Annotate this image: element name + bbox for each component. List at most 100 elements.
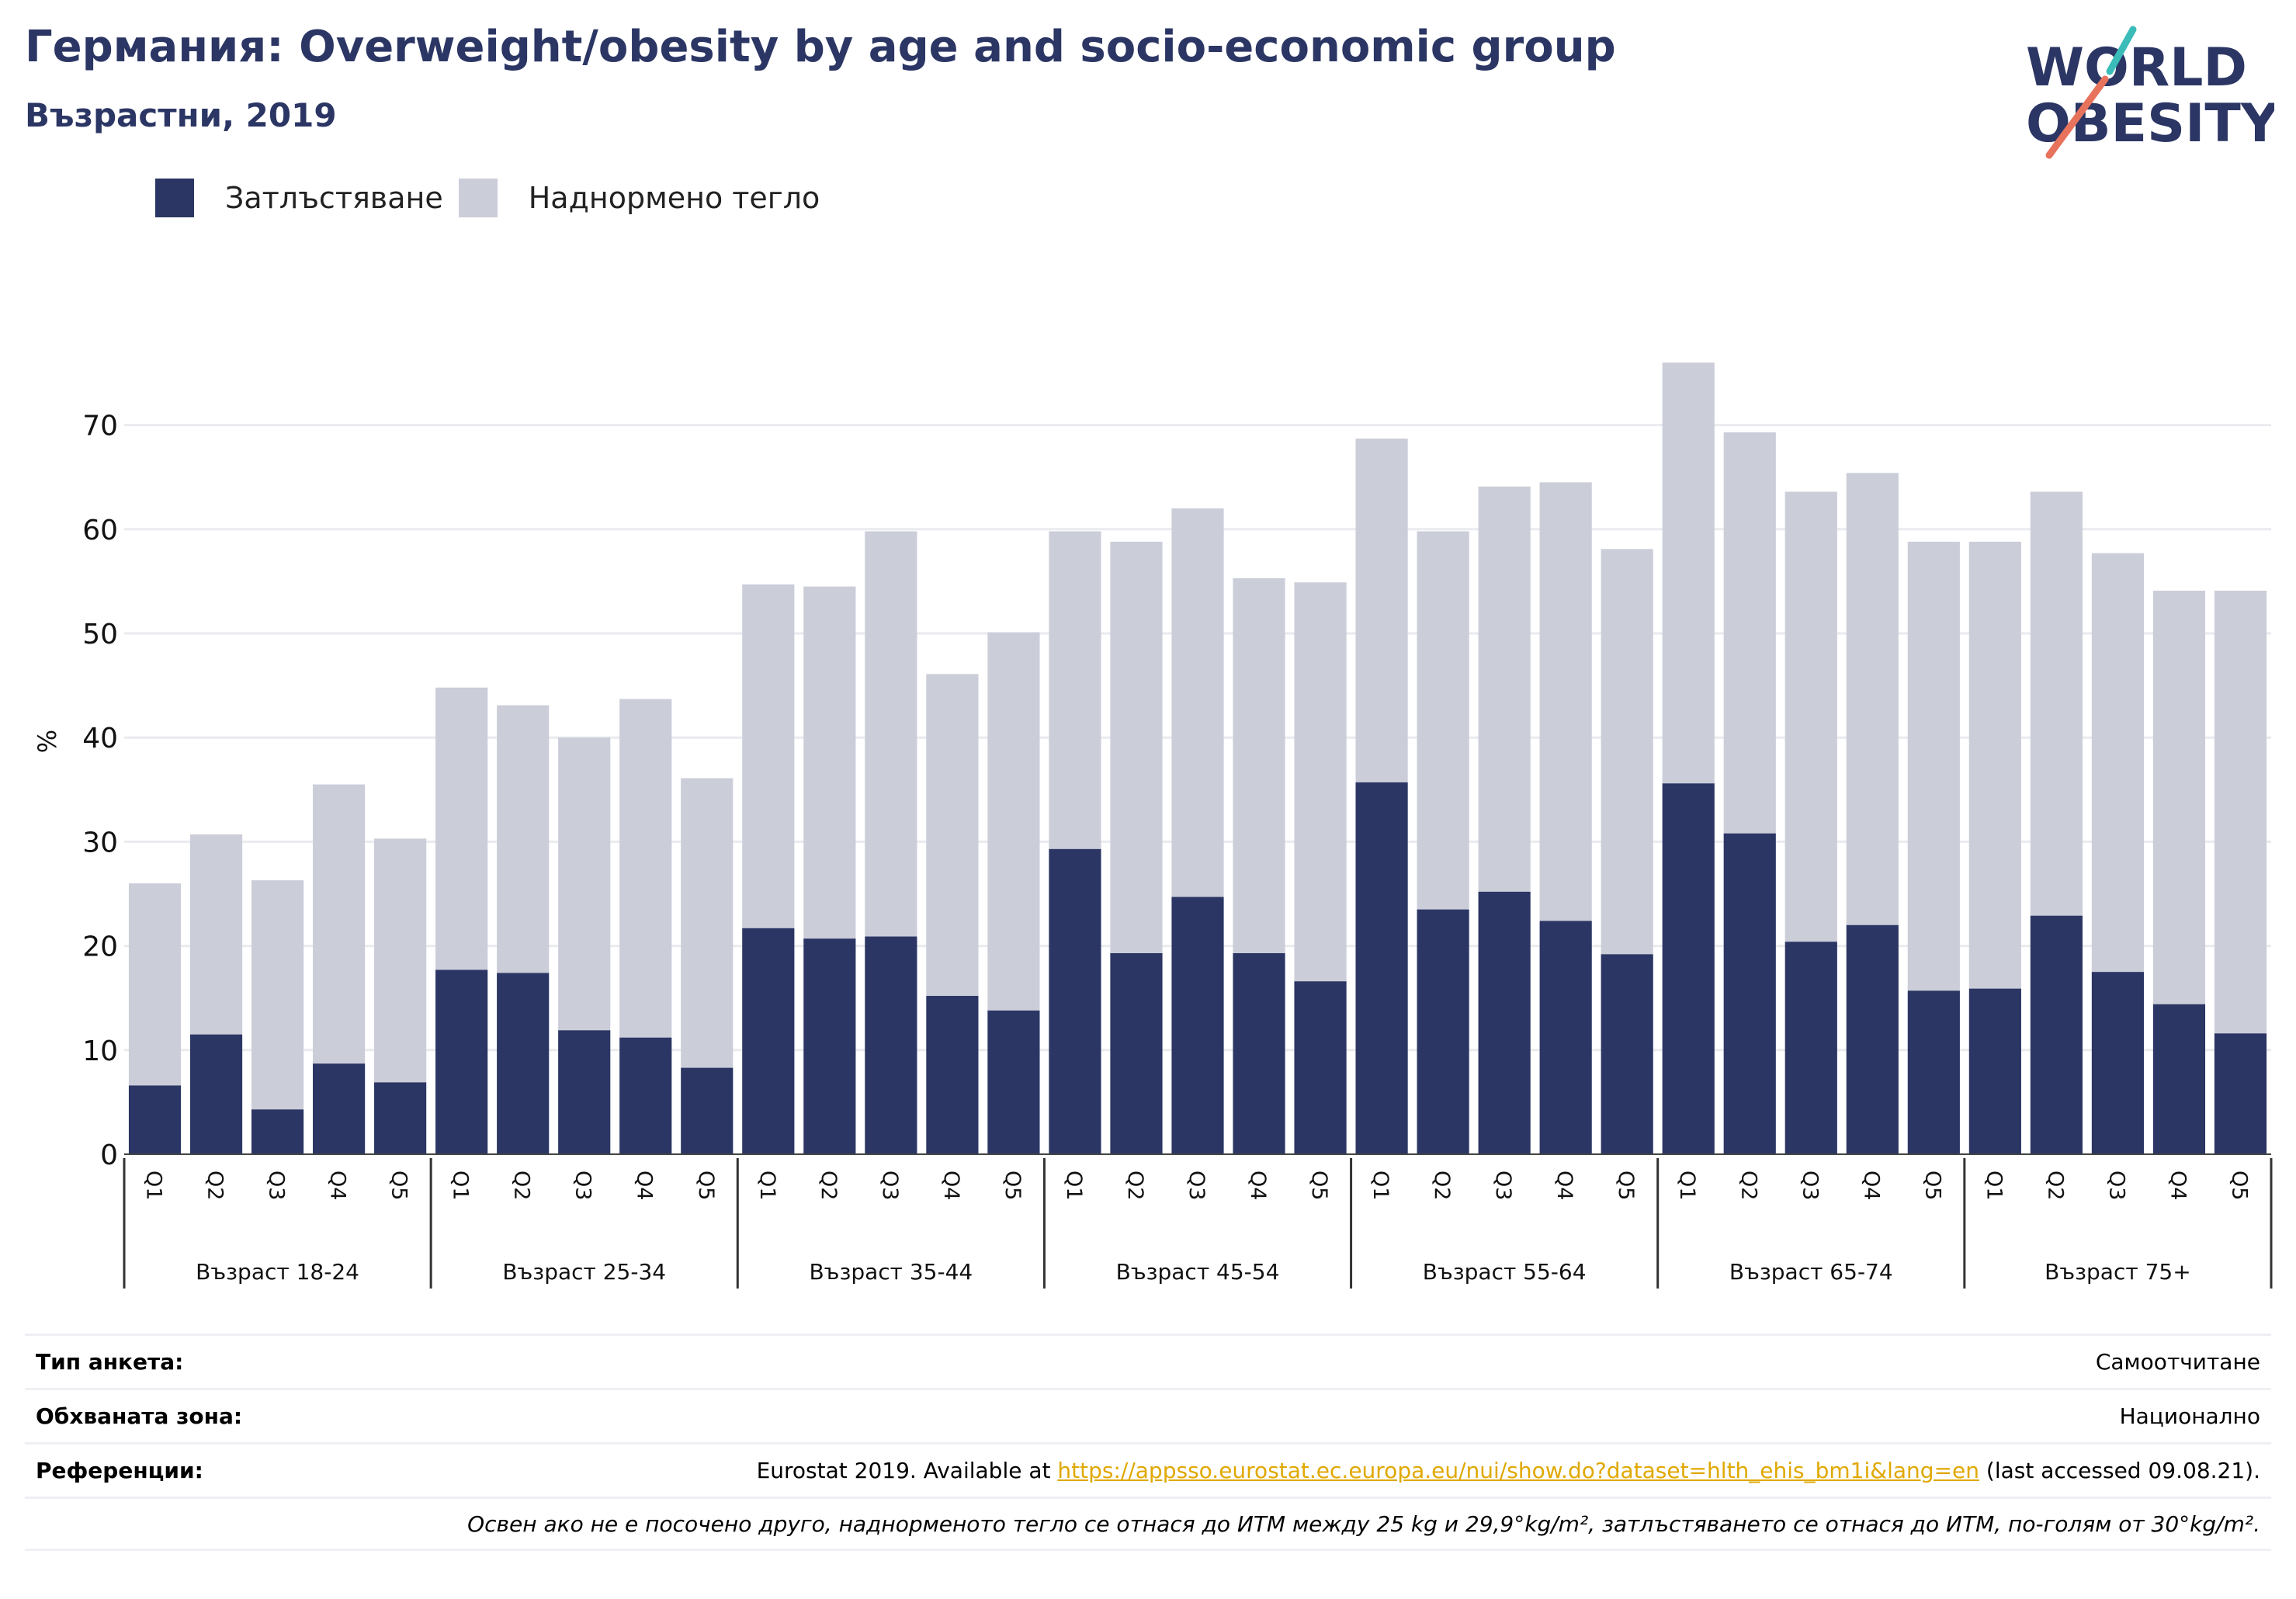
bar-overweight-25 <box>1662 362 1715 784</box>
bar-overweight-18 <box>1233 578 1285 953</box>
bar-overweight-23 <box>1539 482 1592 921</box>
coverage-area-label: Обхваната зона: <box>36 1403 243 1429</box>
x-tick-label-6: Q2 <box>510 1171 534 1200</box>
bar-obesity-3 <box>313 1063 366 1154</box>
x-tick-label-27: Q3 <box>1798 1171 1822 1200</box>
group-label-4: Възраст 55-64 <box>1423 1259 1587 1285</box>
x-tick-label-18: Q4 <box>1246 1171 1270 1200</box>
bar-overweight-34 <box>2214 590 2267 1034</box>
x-tick-label-26: Q2 <box>1736 1171 1760 1200</box>
bar-obesity-19 <box>1294 981 1347 1154</box>
bar-overweight-19 <box>1294 582 1347 982</box>
legend-item-overweight: Наднормено тегло <box>458 179 820 217</box>
x-tick-label-0: Q1 <box>142 1171 166 1200</box>
bar-obesity-26 <box>1723 833 1776 1154</box>
bar-overweight-11 <box>803 586 856 939</box>
x-tick-label-17: Q3 <box>1184 1171 1209 1200</box>
bar-obesity-5 <box>435 969 488 1154</box>
info-row-survey: Тип анкета: Самоотчитане <box>25 1334 2271 1388</box>
references-link[interactable]: https://appsso.eurostat.ec.europa.eu/nui… <box>1057 1458 1979 1483</box>
x-tick-label-10: Q1 <box>755 1171 779 1200</box>
legend-swatch-overweight <box>458 179 498 217</box>
survey-type-value: Самоотчитане <box>2095 1349 2260 1375</box>
bar-obesity-2 <box>251 1109 304 1154</box>
y-tick-label-0: 0 <box>100 1139 118 1171</box>
bar-overweight-24 <box>1601 549 1653 955</box>
bar-overweight-7 <box>558 737 611 1031</box>
bar-obesity-22 <box>1478 891 1531 1154</box>
y-tick-label-60: 60 <box>82 515 118 546</box>
y-tick-label-30: 30 <box>82 827 118 858</box>
x-tick-label-20: Q1 <box>1368 1171 1393 1200</box>
survey-type-label: Тип анкета: <box>36 1349 184 1375</box>
bar-obesity-15 <box>1049 848 1101 1154</box>
bar-obesity-25 <box>1662 783 1715 1154</box>
bar-obesity-31 <box>2030 915 2083 1154</box>
bar-obesity-13 <box>926 996 979 1154</box>
x-tick-label-19: Q5 <box>1307 1171 1331 1200</box>
bar-overweight-32 <box>2091 553 2145 973</box>
group-label-3: Възраст 45-54 <box>1116 1259 1280 1285</box>
bar-overweight-1 <box>189 834 243 1035</box>
x-tick-label-4: Q5 <box>387 1171 411 1200</box>
x-tick-label-28: Q4 <box>1859 1171 1883 1200</box>
x-tick-label-15: Q1 <box>1062 1171 1086 1200</box>
legend-item-obesity: Затлъстяване <box>155 179 443 217</box>
coverage-area-value: Национално <box>2119 1403 2260 1429</box>
group-label-1: Възраст 25-34 <box>502 1259 666 1285</box>
x-tick-label-31: Q2 <box>2043 1171 2067 1200</box>
bar-obesity-29 <box>1907 990 1960 1154</box>
bar-overweight-10 <box>742 584 795 928</box>
bar-overweight-5 <box>435 687 488 970</box>
logo-slash-teal <box>2106 26 2137 75</box>
bar-overweight-31 <box>2030 491 2083 916</box>
bar-overweight-2 <box>251 880 304 1110</box>
bar-overweight-16 <box>1110 541 1163 953</box>
page-title: Германия: Overweight/obesity by age and … <box>25 22 1616 72</box>
bar-overweight-6 <box>497 705 550 973</box>
bar-obesity-7 <box>558 1030 611 1154</box>
bar-overweight-33 <box>2152 590 2206 1004</box>
bar-overweight-12 <box>865 531 917 937</box>
x-tick-label-11: Q2 <box>817 1171 841 1200</box>
x-tick-label-21: Q2 <box>1430 1171 1454 1200</box>
x-tick-label-34: Q5 <box>2227 1171 2251 1200</box>
bar-overweight-29 <box>1907 541 1960 991</box>
bar-obesity-9 <box>681 1067 734 1154</box>
references-label: Референции: <box>36 1458 203 1483</box>
x-tick-label-5: Q1 <box>449 1171 473 1200</box>
logo-slash-coral <box>2045 75 2109 159</box>
bar-obesity-20 <box>1355 782 1408 1154</box>
bar-overweight-8 <box>619 699 672 1038</box>
bar-overweight-30 <box>1968 541 2021 989</box>
x-tick-label-14: Q5 <box>1001 1171 1025 1200</box>
bar-obesity-28 <box>1846 924 1899 1154</box>
references-value: Eurostat 2019. Available at https://apps… <box>757 1458 2260 1483</box>
definition-note: Освен ако не е посочено друго, наднормен… <box>467 1511 2260 1537</box>
x-tick-label-33: Q4 <box>2166 1171 2190 1200</box>
bar-overweight-27 <box>1784 491 1837 942</box>
bar-obesity-11 <box>803 938 856 1154</box>
x-tick-label-23: Q4 <box>1552 1171 1576 1200</box>
group-label-6: Възраст 75+ <box>2045 1259 2191 1285</box>
x-tick-label-22: Q3 <box>1491 1171 1515 1200</box>
bar-obesity-18 <box>1233 952 1285 1154</box>
bar-obesity-24 <box>1601 954 1653 1154</box>
page-subtitle: Възрастни, 2019 <box>25 96 337 134</box>
y-tick-label-70: 70 <box>82 411 118 442</box>
bar-obesity-6 <box>497 973 550 1154</box>
logo-word-world: WORLD <box>2026 37 2247 99</box>
x-tick-label-8: Q4 <box>633 1171 657 1200</box>
bar-overweight-20 <box>1355 439 1408 782</box>
bar-obesity-1 <box>189 1034 243 1154</box>
legend-label-overweight: Наднормено тегло <box>528 181 820 215</box>
x-tick-label-1: Q2 <box>203 1171 227 1200</box>
x-tick-label-24: Q5 <box>1614 1171 1638 1200</box>
logo-word-obesity: OBESITY <box>2026 93 2274 154</box>
y-tick-label-40: 40 <box>82 723 118 754</box>
legend-label-obesity: Затлъстяване <box>225 181 443 215</box>
world-obesity-logo: WORLD OBESITY <box>2026 26 2274 159</box>
references-prefix: Eurostat 2019. Available at <box>756 1458 1058 1483</box>
bar-overweight-22 <box>1478 486 1531 892</box>
x-tick-label-9: Q5 <box>694 1171 718 1200</box>
